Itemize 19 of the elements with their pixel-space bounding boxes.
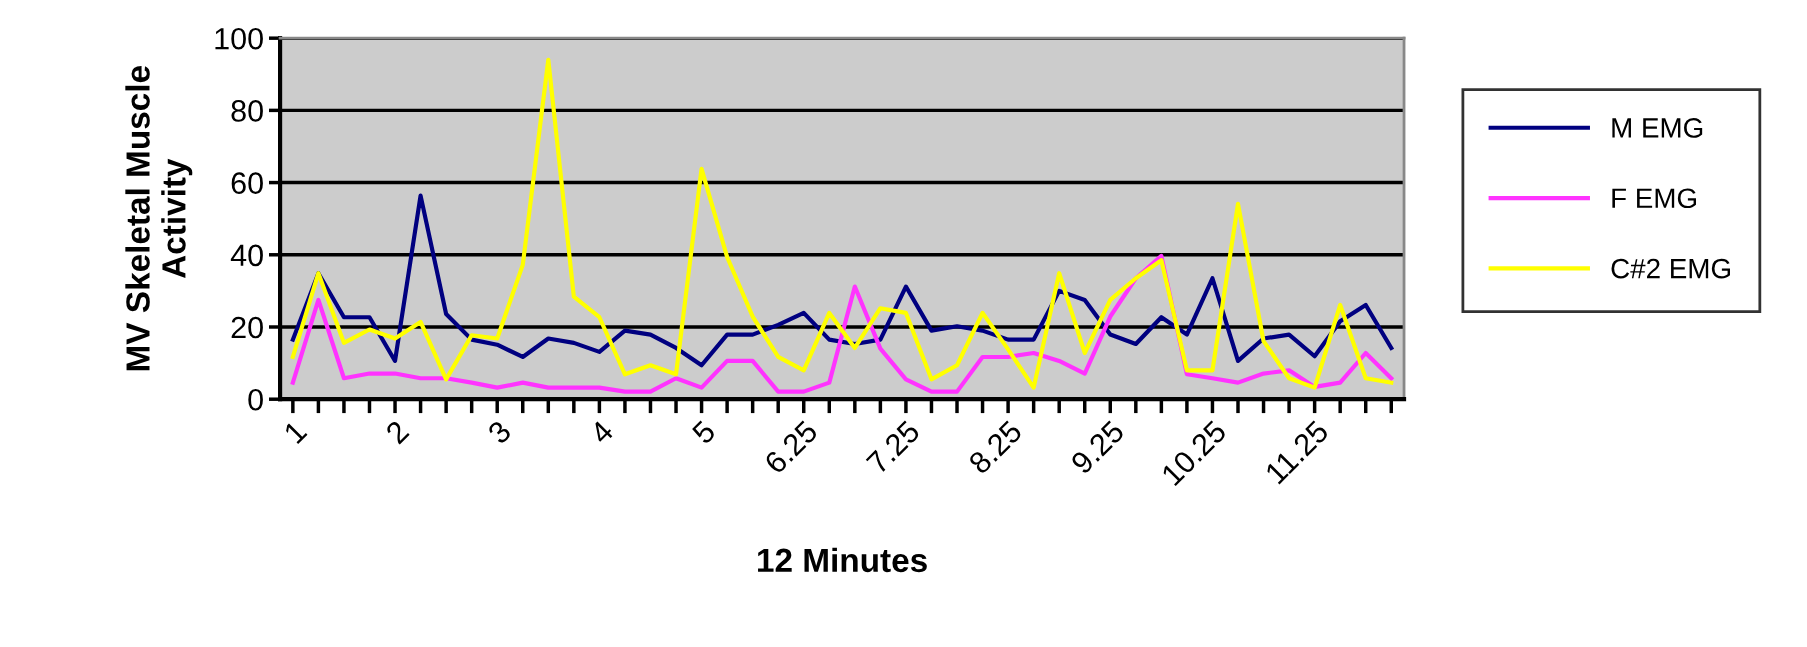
- y-tick-label: 100: [215, 27, 263, 50]
- x-tick-label: 7.25: [865, 419, 921, 475]
- x-axis-title: 12 Minutes: [758, 547, 927, 573]
- line-series: [290, 57, 1394, 390]
- x-tick-label: 5: [691, 419, 717, 445]
- y-tick-label: 40: [230, 244, 263, 267]
- y-tick-label: 80: [231, 100, 263, 122]
- x-tick-label: 4: [588, 419, 615, 446]
- line-series: [290, 193, 1394, 368]
- x-tick-label: 3: [486, 419, 513, 446]
- y-tick-label: 0: [248, 388, 263, 411]
- legend-label: M EMG: [1612, 118, 1703, 138]
- y-tick-label: 60: [231, 172, 263, 194]
- legend-label: F EMG: [1612, 188, 1696, 209]
- y-axis-title: MV Skeletal Muscle Activity: [125, 66, 193, 371]
- legend-label: C#2 EMG: [1611, 258, 1730, 279]
- x-tick-label: 1: [283, 419, 308, 444]
- x-tick-label: 2: [384, 419, 410, 445]
- y-tick-label: 20: [231, 316, 263, 339]
